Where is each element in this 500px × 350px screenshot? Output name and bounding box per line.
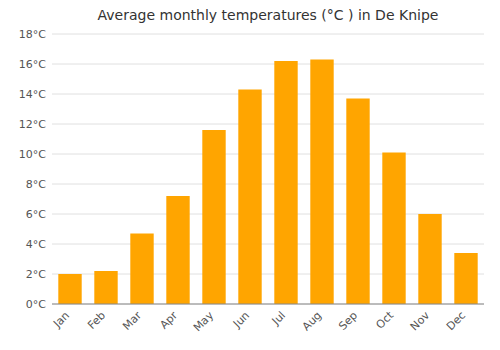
x-tick-label: Sep	[336, 309, 360, 333]
grid-line	[52, 34, 484, 35]
grid-line	[52, 184, 484, 185]
y-tick-label: 8°C	[26, 178, 46, 191]
bar	[58, 274, 81, 304]
y-tick-label: 12°C	[19, 118, 46, 131]
bar	[382, 153, 405, 305]
y-tick-label: 6°C	[26, 208, 46, 221]
y-tick-label: 14°C	[19, 88, 46, 101]
bar	[274, 61, 297, 304]
x-tick-label: Dec	[444, 309, 468, 333]
x-tick-label: Jul	[269, 309, 288, 328]
x-tick-label: Jun	[230, 309, 252, 331]
y-tick-label: 4°C	[26, 238, 46, 251]
y-tick-label: 0°C	[26, 298, 46, 311]
x-tick-label: Feb	[85, 309, 108, 332]
grid-line	[52, 94, 484, 95]
x-tick-label: Jan	[50, 309, 72, 331]
x-axis-line	[52, 304, 484, 305]
chart-container: Average monthly temperatures (°C ) in De…	[0, 0, 500, 350]
bar	[238, 90, 261, 305]
bar	[202, 130, 225, 304]
y-tick-label: 10°C	[19, 148, 46, 161]
bars	[58, 60, 477, 305]
grid-line	[52, 64, 484, 65]
x-tick-label: Apr	[157, 309, 180, 332]
bar	[346, 99, 369, 305]
grid	[52, 34, 484, 304]
grid-line	[52, 154, 484, 155]
y-tick-label: 16°C	[19, 58, 46, 71]
title: Average monthly temperatures (°C ) in De…	[98, 7, 439, 23]
y-tick-label: 18°C	[19, 28, 46, 41]
grid-line	[52, 304, 484, 305]
bar	[166, 196, 189, 304]
bar	[310, 60, 333, 305]
bar	[130, 234, 153, 305]
bar	[94, 271, 117, 304]
chart-svg: Average monthly temperatures (°C ) in De…	[0, 0, 500, 350]
x-tick-label: May	[191, 309, 217, 335]
grid-line	[52, 124, 484, 125]
x-tick-label: Nov	[408, 309, 433, 334]
bar	[418, 214, 441, 304]
x-tick-label: Aug	[300, 309, 324, 333]
x-tick-label: Mar	[120, 309, 144, 333]
bar	[454, 253, 477, 304]
y-tick-label: 2°C	[26, 268, 46, 281]
x-tick-label: Oct	[373, 308, 396, 331]
